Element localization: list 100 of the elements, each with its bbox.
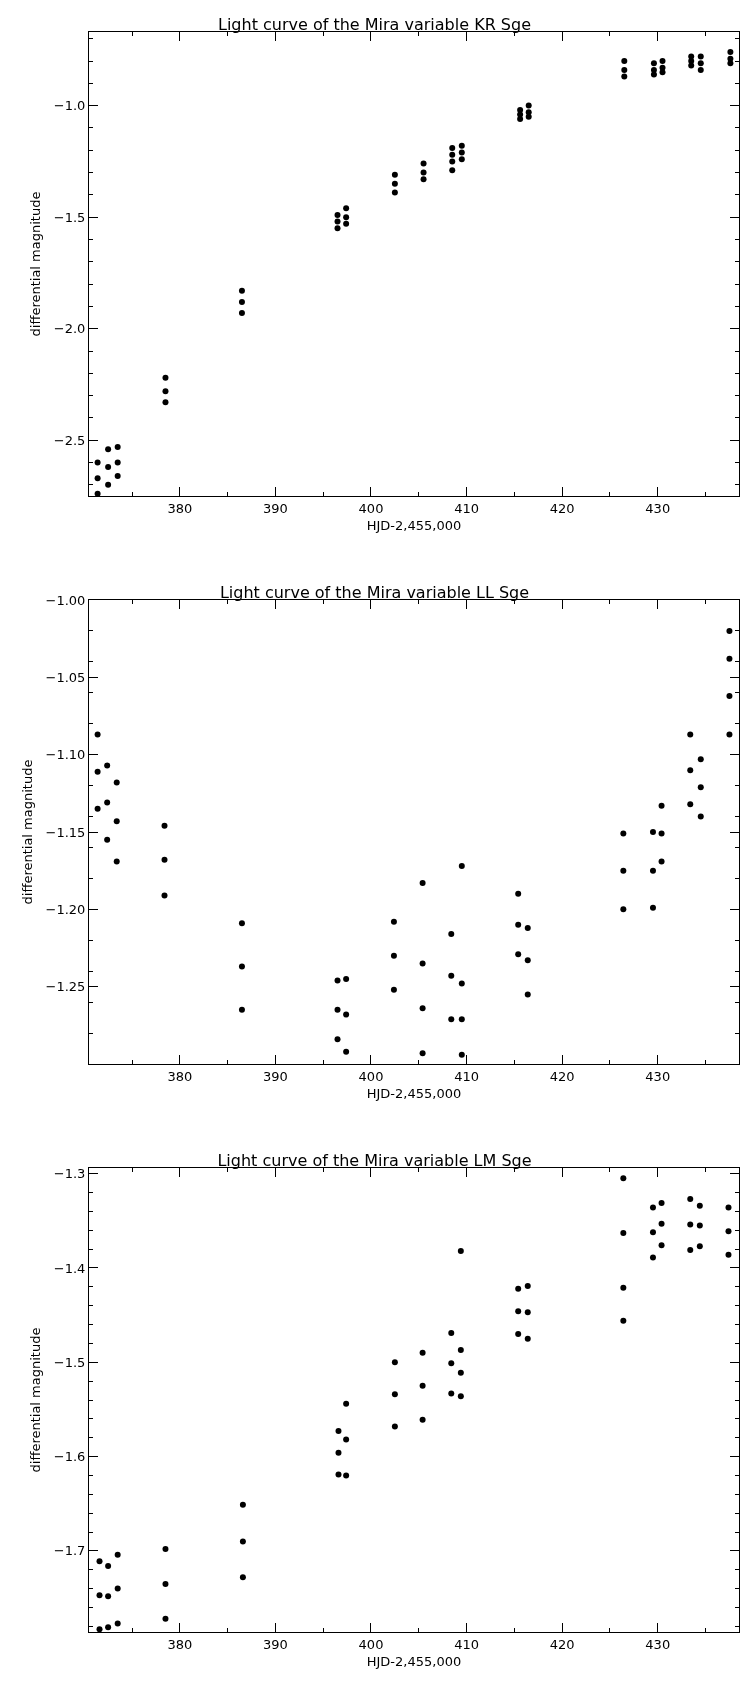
point	[343, 205, 350, 212]
point	[94, 768, 101, 775]
point	[649, 1254, 656, 1261]
x-tick-label: 430	[645, 1636, 671, 1652]
y-tick-label: −2.5	[53, 432, 86, 448]
point	[525, 113, 532, 120]
point	[162, 399, 169, 406]
point	[239, 1501, 246, 1508]
point	[419, 1382, 426, 1389]
point	[343, 1048, 350, 1055]
point	[621, 58, 628, 64]
point	[726, 731, 733, 738]
point	[524, 924, 531, 931]
point	[687, 1196, 694, 1203]
point	[457, 1247, 464, 1254]
point	[96, 1558, 103, 1565]
point	[238, 963, 245, 970]
point	[343, 220, 350, 227]
point	[687, 767, 694, 774]
point	[620, 906, 627, 913]
point	[449, 158, 456, 165]
point	[524, 991, 531, 998]
point	[448, 1360, 455, 1367]
point	[448, 931, 455, 938]
point	[238, 1006, 245, 1013]
point	[335, 1428, 342, 1435]
point	[114, 1620, 121, 1627]
chart-title: Light curve of the Mira variable KR Sge	[218, 15, 531, 35]
point	[726, 627, 733, 634]
point	[162, 1615, 169, 1622]
x-tick-label: 390	[262, 1068, 288, 1084]
x-tick-label: 410	[454, 1636, 479, 1652]
y-tick-label: −1.20	[45, 901, 86, 917]
point	[104, 836, 111, 843]
point	[420, 160, 427, 167]
x-tick-label: 400	[358, 500, 384, 516]
point	[391, 1359, 398, 1366]
point	[620, 1175, 627, 1182]
point	[525, 109, 532, 116]
point	[162, 388, 169, 395]
point	[621, 66, 628, 73]
y-tick-label: −1.10	[45, 747, 86, 763]
point	[524, 1282, 531, 1289]
point	[457, 1393, 464, 1400]
point	[620, 830, 627, 837]
point	[419, 1349, 426, 1356]
point	[161, 892, 168, 899]
point	[94, 490, 101, 497]
point	[161, 856, 168, 863]
y-axis-title: differential magnitude	[19, 759, 35, 905]
point	[105, 1562, 112, 1569]
point	[94, 731, 101, 738]
point	[104, 762, 111, 769]
point	[391, 189, 398, 196]
y-tick-label: −1.25	[45, 979, 86, 995]
point	[658, 858, 665, 865]
point	[162, 1580, 169, 1587]
point	[658, 830, 665, 837]
y-axis-title: differential magnitude	[27, 1327, 43, 1473]
point	[448, 1330, 455, 1337]
point	[114, 1551, 121, 1558]
point	[420, 176, 427, 183]
point	[448, 972, 455, 979]
point	[391, 180, 398, 187]
x-tick-label: 420	[549, 500, 575, 516]
y-tick-label: −2.0	[53, 321, 86, 337]
point	[697, 813, 704, 820]
x-axis-title: HJD-2,455,000	[366, 518, 462, 534]
point	[96, 1592, 103, 1599]
point	[343, 1011, 350, 1018]
point	[620, 1317, 627, 1324]
point	[726, 692, 733, 699]
point	[334, 211, 341, 218]
point	[696, 1222, 703, 1229]
point	[696, 1243, 703, 1250]
point	[649, 904, 656, 911]
point	[391, 171, 398, 178]
point	[449, 167, 456, 174]
point	[449, 145, 456, 151]
point	[515, 1285, 522, 1292]
point	[114, 472, 121, 479]
x-tick-label: 390	[262, 500, 288, 516]
point	[238, 298, 245, 305]
point	[725, 1204, 732, 1211]
point	[94, 475, 101, 482]
point	[725, 1251, 732, 1258]
point	[524, 1309, 531, 1316]
point	[419, 880, 426, 887]
x-tick-label: 410	[454, 1068, 479, 1084]
point	[658, 1220, 665, 1227]
x-tick-label: 380	[167, 1636, 193, 1652]
point	[697, 60, 704, 67]
point	[515, 890, 522, 897]
point	[726, 655, 733, 662]
x-axis-title: HJD-2,455,000	[366, 1654, 462, 1670]
point	[94, 805, 101, 812]
point	[334, 225, 341, 232]
point	[335, 1449, 342, 1456]
x-tick-label: 380	[167, 500, 193, 516]
point	[238, 287, 245, 294]
